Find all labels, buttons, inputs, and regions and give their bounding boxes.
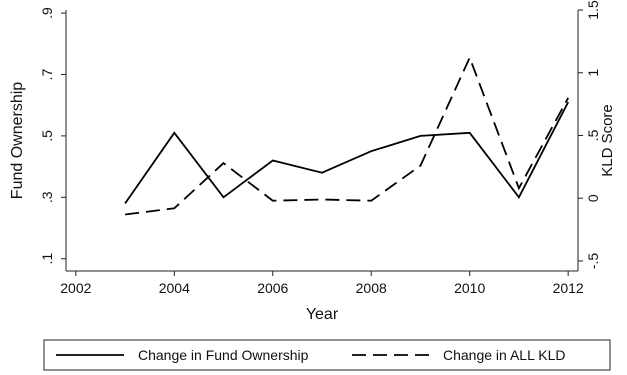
axes: 2002 2004 2006 2008 2010 2012 .1 .3 .5 .7 .9 -.5 0 .5… [9,0,616,323]
series-line-fund-ownership [124,101,569,204]
x-tick-label: 2008 [356,280,387,296]
legend-box [43,339,611,371]
x-tick-label: 2010 [454,280,485,296]
legend: Change in Fund Ownership Change in ALL KL… [43,339,611,371]
y-left-tick-label: .3 [39,191,55,203]
series-line-kld [124,55,569,216]
y-right-tick-label: 0 [585,194,601,202]
x-tick-label: 2012 [553,280,584,296]
y-right-tick-label: 1.5 [585,0,601,20]
y-right-tick-label: .5 [585,129,601,141]
y-left-tick-label: .7 [39,68,55,80]
y-right-tick-label: -.5 [585,253,601,270]
y-right-tick-label: 1 [585,69,601,77]
x-tick-label: 2002 [60,280,91,296]
legend-label-fund-ownership: Change in Fund Ownership [138,347,309,363]
y-left-tick-label: .9 [39,7,55,19]
legend-label-kld: Change in ALL KLD [443,347,565,363]
y-left-tick-label: .1 [39,253,55,265]
x-tick-label: 2004 [159,280,190,296]
series-layer [124,55,569,216]
y-axis-right-title: KLD Score [599,104,616,177]
x-tick-label: 2006 [257,280,288,296]
y-axis-left-title: Fund Ownership [9,82,26,199]
x-axis-title: Year [306,306,339,323]
y-left-tick-label: .5 [39,130,55,142]
